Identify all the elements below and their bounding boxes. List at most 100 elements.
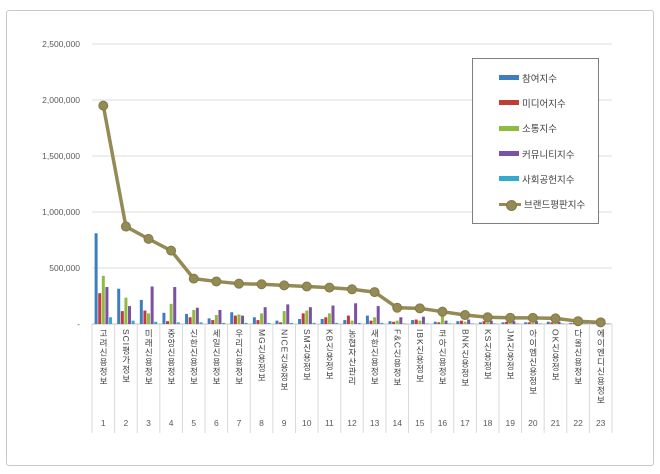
bar-커뮤니티지수 <box>444 320 448 324</box>
bar-커뮤니티지수 <box>195 307 199 324</box>
x-category-label-text: 새한신용정보 <box>369 329 380 386</box>
x-category-label-text: OK신용정보 <box>550 329 561 382</box>
legend-label: 브랜드평판지수 <box>524 200 586 212</box>
bar-참여지수 <box>94 233 98 324</box>
bar-미디어지수 <box>505 321 509 324</box>
x-rank-label: 1 <box>100 418 106 428</box>
y-tick-label: 2,000,000 <box>42 95 80 105</box>
bar-미디어지수 <box>166 321 170 324</box>
bar-참여지수 <box>433 321 437 324</box>
bar-참여지수 <box>117 288 121 324</box>
x-category-label-text: 농협자산관리 <box>347 329 358 386</box>
x-category-label-text: IBK신용정보 <box>415 329 426 384</box>
line-marker <box>301 281 312 292</box>
bar-참여지수 <box>162 312 166 324</box>
x-rank-label: 22 <box>573 418 583 428</box>
bar-커뮤니티지수 <box>512 321 516 324</box>
x-category-label-text: F&C신용정보 <box>392 329 403 387</box>
bar-사회공헌지수 <box>448 323 452 324</box>
x-rank-label: 20 <box>528 418 538 428</box>
bar-커뮤니티지수 <box>150 286 154 324</box>
bar-참여지수 <box>320 318 324 324</box>
line-marker <box>279 280 290 291</box>
x-category-label: MG신용정보 <box>250 329 273 415</box>
bar-커뮤니티지수 <box>489 320 493 324</box>
bar-사회공헌지수 <box>538 323 542 324</box>
bar-소통지수 <box>192 310 196 324</box>
bar-커뮤니티지수 <box>534 321 538 324</box>
bar-참여지수 <box>343 320 347 324</box>
x-category-label-text: 신한신용정보 <box>188 329 199 386</box>
x-category-label: KS신용정보 <box>476 329 499 415</box>
bar-소통지수 <box>327 313 331 324</box>
x-rank-label: 14 <box>392 418 402 428</box>
y-tick-label: 500,000 <box>49 263 80 273</box>
bar-소통지수 <box>305 310 309 324</box>
bar-소통지수 <box>147 313 151 324</box>
bar-참여지수 <box>478 322 482 324</box>
bar-미디어지수 <box>188 317 192 324</box>
x-category-label: KB신용정보 <box>318 329 341 415</box>
bar-미디어지수 <box>120 311 124 324</box>
bar-사회공헌지수 <box>222 322 226 324</box>
bar-참여지수 <box>207 318 211 324</box>
line-marker <box>550 313 561 324</box>
bar-미디어지수 <box>550 322 554 324</box>
legend-swatch-line-marker-icon <box>499 199 521 211</box>
bar-커뮤니티지수 <box>421 316 425 324</box>
bar-사회공헌지수 <box>357 322 361 324</box>
legend-item-media-index: 미디어지수 <box>499 96 598 110</box>
x-rank-label: 9 <box>281 418 287 428</box>
x-category-label: OK신용정보 <box>544 329 567 415</box>
bar-소통지수 <box>553 322 557 324</box>
legend-swatch-bar-icon <box>499 75 519 81</box>
bar-참여지수 <box>411 320 415 324</box>
legend-label: 사회공헌지수 <box>522 174 575 186</box>
x-rank-label: 7 <box>236 418 242 428</box>
bar-사회공헌지수 <box>131 320 135 324</box>
bar-커뮤니티지수 <box>128 306 132 324</box>
bar-소통지수 <box>214 315 218 324</box>
y-tick-label: 1,500,000 <box>42 151 80 161</box>
x-category-label: 새한신용정보 <box>363 329 386 415</box>
x-rank-label: 3 <box>146 418 151 428</box>
bar-사회공헌지수 <box>515 323 519 324</box>
bar-사회공헌지수 <box>606 323 610 324</box>
line-marker <box>460 310 471 321</box>
bar-커뮤니티지수 <box>218 310 222 324</box>
line-marker <box>369 287 380 298</box>
bar-미디어지수 <box>346 315 350 324</box>
x-category-label: 세일신용정보 <box>205 329 228 415</box>
bar-참여지수 <box>591 323 595 324</box>
bar-참여지수 <box>139 299 143 324</box>
x-category-label: 다올신용정보 <box>567 329 590 415</box>
line-marker <box>324 282 335 293</box>
bar-사회공헌지수 <box>154 321 158 324</box>
x-category-label: 에이엔디신용정보 <box>589 329 612 415</box>
x-category-label-text: SCI평가정보 <box>121 329 132 385</box>
bar-소통지수 <box>486 322 490 324</box>
x-category-label: SCI평가정보 <box>115 329 138 415</box>
x-category-label-text: 미래신용정보 <box>143 329 154 386</box>
x-rank-label: 4 <box>168 418 174 428</box>
bar-커뮤니티지수 <box>286 304 290 324</box>
line-marker <box>482 312 493 323</box>
bar-사회공헌지수 <box>493 323 497 324</box>
bar-소통지수 <box>463 321 467 324</box>
x-rank-label: 6 <box>213 418 219 428</box>
bar-미디어지수 <box>301 313 305 324</box>
bar-사회공헌지수 <box>425 323 429 324</box>
x-category-label: 중앙신용정보 <box>160 329 183 415</box>
bar-미디어지수 <box>437 322 441 324</box>
bar-소통지수 <box>373 317 377 324</box>
line-marker <box>437 306 448 317</box>
x-category-label: 신한신용정보 <box>182 329 205 415</box>
line-marker <box>573 316 584 327</box>
bar-사회공헌지수 <box>470 323 474 324</box>
bar-커뮤니티지수 <box>241 315 245 324</box>
bar-참여지수 <box>388 321 392 324</box>
x-category-label: SM신용정보 <box>295 329 318 415</box>
bar-사회공헌지수 <box>289 322 293 324</box>
